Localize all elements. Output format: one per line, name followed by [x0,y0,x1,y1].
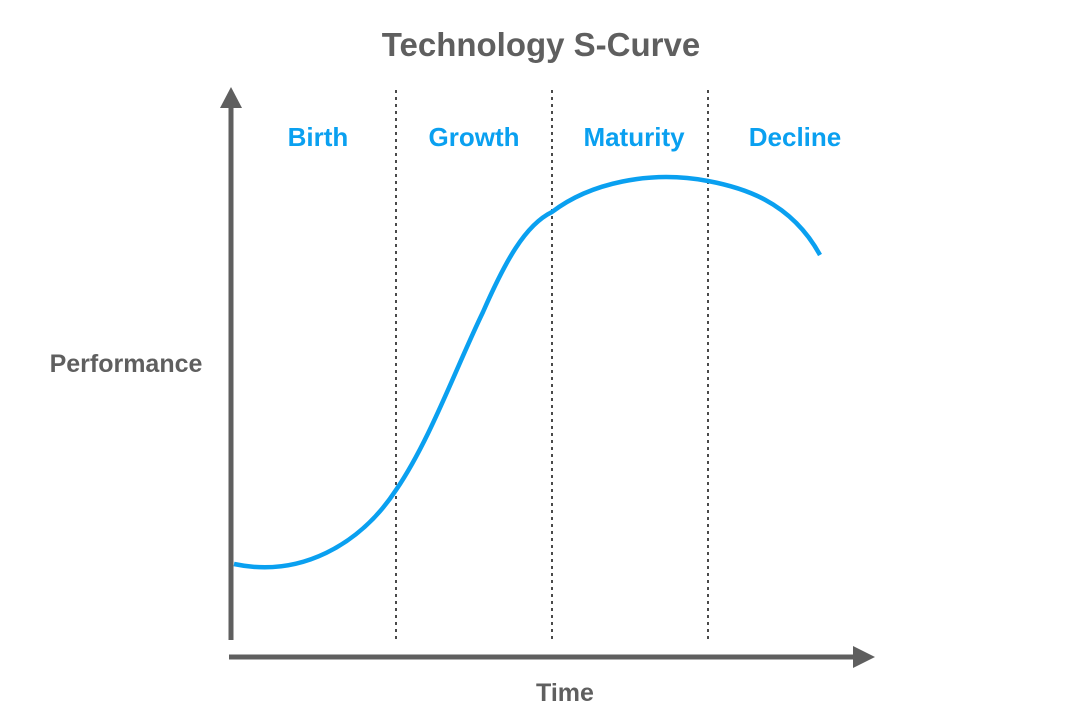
x-axis-label: Time [536,679,594,707]
phase-label-maturity: Maturity [583,122,685,152]
phase-label-decline: Decline [749,122,842,152]
diagram-title: Technology S-Curve [382,26,700,63]
y-axis-label: Performance [50,350,203,378]
x-axis-arrow-icon [853,646,875,668]
phase-label-growth: Growth [429,122,520,152]
phase-label-birth: Birth [288,122,349,152]
s-curve-line [233,174,822,570]
y-axis-arrow-icon [220,87,242,108]
